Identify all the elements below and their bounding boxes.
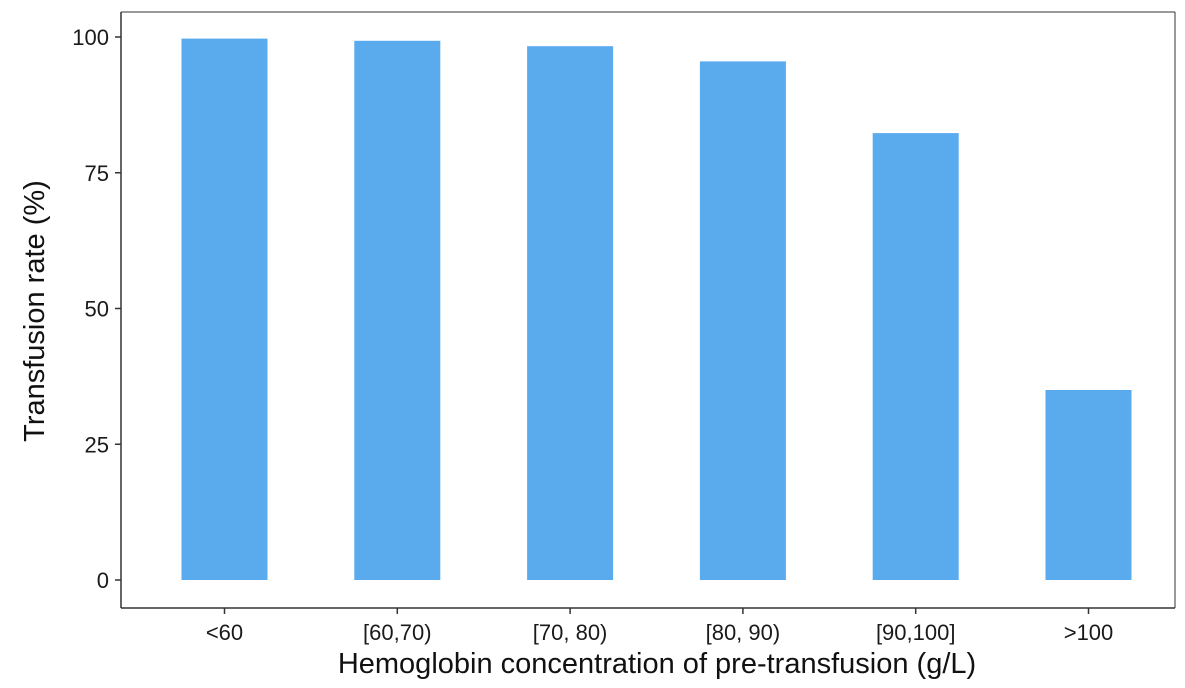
x-tick-label: [70, 80) [533, 620, 608, 645]
bars-layer [181, 38, 1132, 581]
ticks-layer: 0 25 50 75 100 <60 [60,70) [70, 80) [80, 90) [90,… [72, 25, 1113, 645]
bar [181, 38, 268, 581]
bar [872, 133, 959, 580]
x-tick-label: >100 [1064, 620, 1114, 645]
bar [699, 61, 786, 580]
y-tick-label: 25 [85, 432, 109, 457]
x-tick-label: [80, 90) [706, 620, 781, 645]
y-tick-label: 50 [85, 297, 109, 322]
x-tick-label: [60,70) [363, 620, 432, 645]
x-tick-label: <60 [206, 620, 243, 645]
y-axis-title: Transfusion rate (%) [19, 180, 51, 442]
y-tick-label: 100 [72, 25, 109, 50]
y-tick-label: 75 [85, 161, 109, 186]
x-axis-title: Hemoglobin concentration of pre-transfus… [338, 648, 976, 680]
bar [527, 46, 614, 580]
axes-layer [120, 11, 1176, 609]
bar [354, 40, 441, 581]
y-tick-label: 0 [97, 568, 109, 593]
bar [1045, 390, 1132, 580]
x-tick-label: [90,100] [876, 620, 956, 645]
